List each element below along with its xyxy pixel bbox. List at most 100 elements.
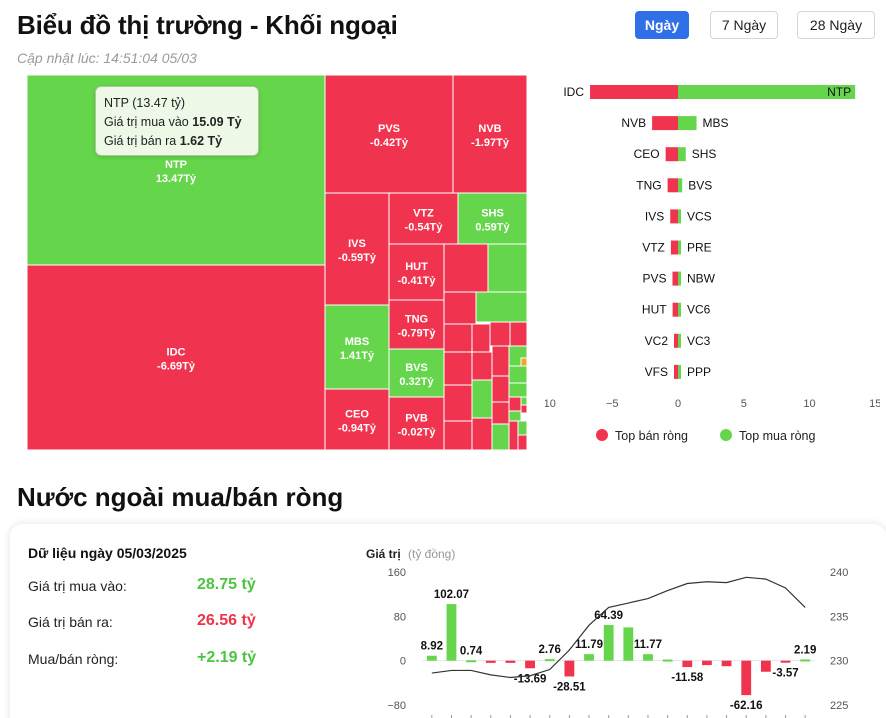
- treemap-tile-ticker: IVS: [348, 238, 366, 250]
- treemap-tile[interactable]: [388, 396, 445, 450]
- bar-sell-label: PVS: [642, 272, 666, 286]
- top-net-bar-chart: IDC NTP NVB MBS CEO SHS TNG BVS IVS VCS VTZ PRE PVS N…: [537, 78, 881, 450]
- treemap[interactable]: NTP 13.47Tỷ IDC -6.69Tỷ PVS -0.42Tỷ NVB -1.97Tỷ…: [27, 75, 527, 450]
- tooltip-buy-label: Giá trị mua vào: [104, 115, 189, 129]
- bar-buy: [678, 178, 683, 193]
- bar-xtick-label: 0: [675, 398, 681, 410]
- combo-bar-label: -13.69: [514, 673, 547, 685]
- treemap-tile-value: -0.42Tỷ: [370, 137, 409, 149]
- bar-sell: [652, 116, 678, 131]
- treemap-tile: [471, 351, 493, 381]
- treemap-tile: [517, 420, 527, 436]
- combo-bar: [603, 624, 614, 661]
- bar-buy: [678, 85, 856, 99]
- treemap-tile: [517, 434, 527, 450]
- combo-bar: [780, 660, 791, 663]
- tooltip-buy-row: Giá trị mua vào 15.09 Tỷ: [104, 113, 250, 132]
- combo-bar-label: 2.76: [539, 644, 561, 656]
- bar-sell-label: VTZ: [642, 241, 665, 255]
- treemap-tile: [487, 243, 527, 293]
- treemap-tile: [443, 351, 473, 386]
- treemap-tile-value: -0.79Tỷ: [398, 328, 437, 340]
- treemap-tile[interactable]: [388, 192, 459, 245]
- treemap-tile: [475, 291, 527, 323]
- period-28day-button[interactable]: 28 Ngày: [797, 11, 875, 39]
- tooltip-sell-value: 1.62 Tỷ: [179, 134, 223, 148]
- data-date: Dữ liệu ngày 05/03/2025: [28, 545, 187, 561]
- legend-sell-label: Top bán ròng: [615, 429, 688, 443]
- combo-bar: [446, 604, 457, 661]
- treemap-tile: [443, 323, 473, 353]
- buy-label: Giá trị mua vào:: [28, 578, 127, 594]
- combo-y2tick-label: 230: [830, 656, 848, 668]
- combo-bar-label: 2.19: [794, 644, 816, 656]
- treemap-tile[interactable]: [324, 388, 390, 450]
- combo-bar-label: -28.51: [553, 681, 586, 693]
- tooltip-title: NTP (13.47 tỷ): [104, 96, 186, 110]
- treemap-tile-value: 13.47Tỷ: [156, 173, 197, 185]
- combo-bar: [466, 660, 477, 663]
- bar-buy-label: VC6: [687, 303, 711, 317]
- treemap-tile: [443, 243, 489, 293]
- treemap-tile[interactable]: [388, 299, 445, 350]
- treemap-tile: [491, 345, 510, 377]
- combo-bar-label: 0.74: [460, 645, 483, 657]
- bar-buy: [678, 364, 681, 379]
- bar-buy: [678, 302, 681, 317]
- treemap-tile-ticker: NTP: [165, 159, 187, 171]
- treemap-tile-value: -6.69Tỷ: [157, 361, 196, 373]
- combo-ytick-label: −80: [387, 700, 406, 712]
- treemap-tile: [443, 384, 473, 422]
- period-7day-button[interactable]: 7 Ngày: [710, 11, 778, 39]
- treemap-tile-value: -0.94Tỷ: [338, 423, 377, 435]
- bar-sell: [590, 85, 678, 99]
- treemap-tile-value: -0.54Tỷ: [405, 222, 444, 234]
- bar-buy-label: BVS: [688, 178, 712, 192]
- treemap-tile: [508, 420, 519, 450]
- treemap-tile-ticker: VTZ: [413, 208, 434, 220]
- treemap-tile: [491, 423, 510, 450]
- period-day-button[interactable]: Ngày: [635, 11, 689, 39]
- tooltip-buy-value: 15.09 Tỷ: [192, 115, 242, 129]
- treemap-tile[interactable]: [324, 304, 390, 390]
- treemap-tile[interactable]: [457, 192, 527, 245]
- bar-xtick-label: 10: [803, 398, 815, 410]
- treemap-tile: [443, 420, 473, 450]
- combo-bar-label: 64.39: [594, 610, 623, 622]
- combo-bar-label: 11.79: [575, 639, 603, 651]
- treemap-tile: [443, 291, 477, 325]
- combo-index-line: [431, 576, 806, 679]
- bar-sell-label: VC2: [645, 334, 669, 348]
- legend-sell-swatch: [596, 429, 608, 441]
- treemap-tile[interactable]: [388, 243, 445, 301]
- treemap-tile: [471, 379, 493, 419]
- combo-bar: [623, 627, 634, 661]
- combo-bar: [544, 659, 555, 662]
- treemap-tile-value: -0.59Tỷ: [338, 252, 377, 264]
- bar-sell-label: VFS: [645, 365, 668, 379]
- combo-ytick-label: 0: [400, 656, 406, 668]
- treemap-tile-ticker: BVS: [405, 362, 428, 374]
- treemap-tile: [520, 357, 527, 367]
- bar-buy-label: NTP: [827, 85, 851, 99]
- tooltip-sell-row: Giá trị bán ra 1.62 Tỷ: [104, 132, 250, 151]
- treemap-tile-ticker: NVB: [478, 123, 501, 135]
- combo-yunit: (tỷ đồng): [408, 547, 455, 561]
- legend-buy-swatch: [720, 429, 732, 441]
- bar-sell: [665, 147, 678, 162]
- net-label: Mua/bán ròng:: [28, 651, 119, 667]
- combo-bar: [485, 660, 496, 663]
- treemap-tile-ticker: IDC: [167, 347, 186, 359]
- bar-buy: [678, 333, 681, 348]
- combo-bar: [760, 660, 771, 672]
- bar-sell-label: CEO: [634, 147, 660, 161]
- treemap-tile[interactable]: [324, 192, 390, 306]
- combo-bar-label: -62.16: [730, 700, 763, 712]
- bar-buy-label: VCS: [687, 209, 712, 223]
- combo-bar: [426, 655, 437, 661]
- treemap-tile[interactable]: [388, 348, 445, 398]
- treemap-tile-ticker: TNG: [405, 314, 428, 326]
- net-value: +2.19 tỷ: [197, 649, 257, 666]
- treemap-tile-ticker: SHS: [481, 208, 504, 220]
- bar-sell-label: TNG: [636, 178, 661, 192]
